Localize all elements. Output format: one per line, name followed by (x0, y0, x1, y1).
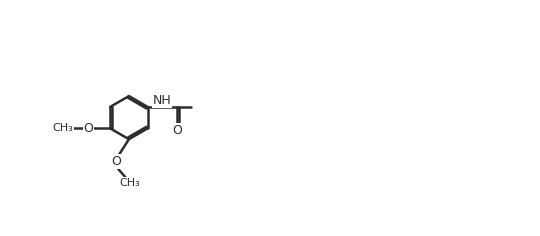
Text: CH₃: CH₃ (52, 123, 73, 133)
Text: O: O (172, 124, 182, 137)
Text: CH₃: CH₃ (119, 178, 140, 188)
Text: O: O (112, 155, 122, 168)
Text: O: O (84, 122, 93, 135)
Text: NH: NH (153, 94, 172, 107)
